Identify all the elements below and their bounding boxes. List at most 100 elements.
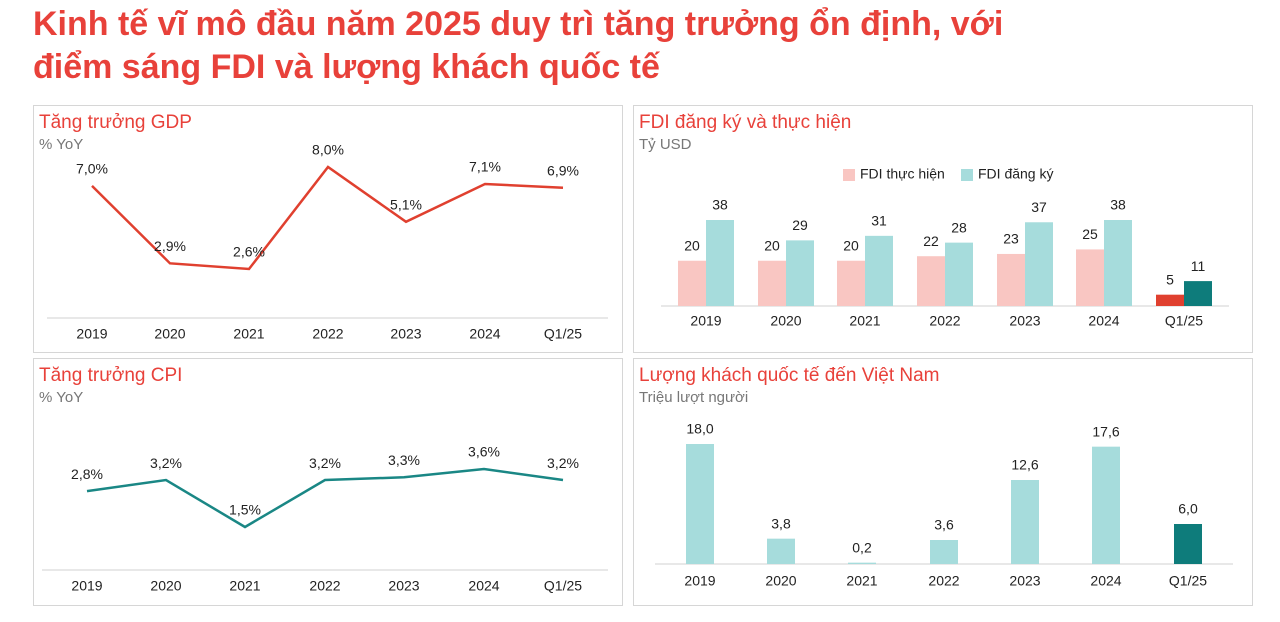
panel-frame (633, 358, 1253, 606)
data-label: 25 (1082, 226, 1098, 242)
x-tick-label: 2019 (684, 573, 715, 589)
x-tick-label: 2022 (929, 313, 960, 329)
data-label: 5,1% (390, 196, 422, 212)
data-label: 29 (792, 217, 808, 233)
bar (1174, 524, 1202, 564)
x-tick-label: Q1/25 (544, 578, 582, 594)
x-tick-label: 2023 (390, 326, 421, 342)
bar (1076, 249, 1104, 306)
panel-subtitle: % YoY (39, 389, 83, 406)
legend-swatch (843, 169, 855, 181)
x-tick-label: 2022 (928, 573, 959, 589)
data-label: 3,8 (771, 515, 791, 531)
data-label: 7,1% (469, 159, 501, 175)
data-label: 18,0 (686, 421, 713, 437)
data-label: 8,0% (312, 142, 344, 158)
data-label: 3,2% (547, 455, 579, 471)
x-tick-label: 2020 (154, 326, 185, 342)
data-label: 0,2 (852, 539, 872, 555)
x-tick-label: 2022 (309, 578, 340, 594)
data-label: 3,2% (150, 455, 182, 471)
bar (1184, 281, 1212, 306)
bar (786, 240, 814, 306)
data-label: 11 (1191, 258, 1206, 274)
panel-subtitle: Tỷ USD (639, 136, 692, 153)
legend-label: FDI thực hiện (860, 166, 945, 182)
data-label: 1,5% (229, 502, 261, 518)
data-label: 20 (843, 237, 859, 253)
panel-frame (33, 105, 623, 353)
x-tick-label: 2021 (229, 578, 260, 594)
data-label: 3,6% (468, 444, 500, 460)
data-label: 5 (1166, 271, 1174, 287)
x-tick-label: 2023 (1009, 313, 1040, 329)
panel-frame (633, 105, 1253, 353)
x-tick-label: 2020 (770, 313, 801, 329)
bar (865, 235, 893, 306)
data-label: 17,6 (1092, 423, 1119, 439)
panel-title: Tăng trưởng GDP (39, 112, 192, 133)
x-tick-label: 2021 (849, 313, 880, 329)
x-tick-label: 2024 (1088, 313, 1119, 329)
data-label: 6,9% (547, 162, 579, 178)
data-label: 28 (951, 219, 967, 235)
data-label: 37 (1031, 199, 1047, 215)
bar (1156, 294, 1184, 306)
panel: Tăng trưởng GDP % YoY 2019 2020 2021 2022 2023… (33, 105, 623, 353)
bar (706, 220, 734, 306)
data-label: 2,6% (233, 244, 265, 260)
data-label: 20 (684, 237, 700, 253)
data-label: 23 (1003, 231, 1019, 247)
panel-title: Tăng trưởng CPI (39, 365, 182, 386)
x-tick-label: 2019 (690, 313, 721, 329)
data-label: 38 (712, 197, 728, 213)
line (86, 467, 564, 529)
data-label: 20 (764, 237, 780, 253)
data-label: 22 (923, 233, 939, 249)
panel-title: Lượng khách quốc tế đến Việt Nam (639, 365, 940, 386)
panel: Tăng trưởng CPI % YoY 2019 2020 2021 2022 2023… (33, 358, 623, 606)
bar (686, 444, 714, 564)
bar (1011, 480, 1039, 564)
page-title: điểm sáng FDI và lượng khách quốc tế (33, 48, 660, 86)
bar (758, 260, 786, 306)
x-tick-label: 2021 (846, 573, 877, 589)
data-label: 12,6 (1011, 457, 1038, 473)
bar (930, 540, 958, 564)
data-label: 3,2% (309, 455, 341, 471)
x-tick-label: 2024 (468, 578, 499, 594)
bar (848, 562, 876, 564)
panel-subtitle: % YoY (39, 136, 83, 153)
bar (1025, 222, 1053, 306)
x-tick-label: Q1/25 (544, 326, 582, 342)
data-label: 2,9% (154, 238, 186, 254)
legend-label: FDI đăng ký (978, 166, 1053, 182)
bar (997, 253, 1025, 306)
data-label: 2,8% (71, 466, 103, 482)
x-tick-label: 2021 (233, 326, 264, 342)
bar (767, 538, 795, 564)
x-tick-label: 2022 (312, 326, 343, 342)
bar (945, 242, 973, 306)
bar (1092, 446, 1120, 564)
x-tick-label: Q1/25 (1165, 313, 1203, 329)
bar (837, 260, 865, 306)
x-tick-label: 2020 (765, 573, 796, 589)
page-title: Kinh tế vĩ mô đầu năm 2025 duy trì tăng … (33, 5, 1003, 43)
x-tick-label: 2019 (76, 326, 107, 342)
data-label: 3,6 (934, 517, 954, 533)
x-tick-label: 2024 (1090, 573, 1121, 589)
x-tick-label: Q1/25 (1169, 573, 1207, 589)
panel-frame (33, 358, 623, 606)
data-label: 3,3% (388, 452, 420, 468)
x-tick-label: 2020 (150, 578, 181, 594)
data-label: 7,0% (76, 161, 108, 177)
bar (678, 260, 706, 306)
data-label: 38 (1110, 197, 1126, 213)
bar (917, 256, 945, 306)
x-tick-label: 2023 (1009, 573, 1040, 589)
line (91, 165, 564, 271)
